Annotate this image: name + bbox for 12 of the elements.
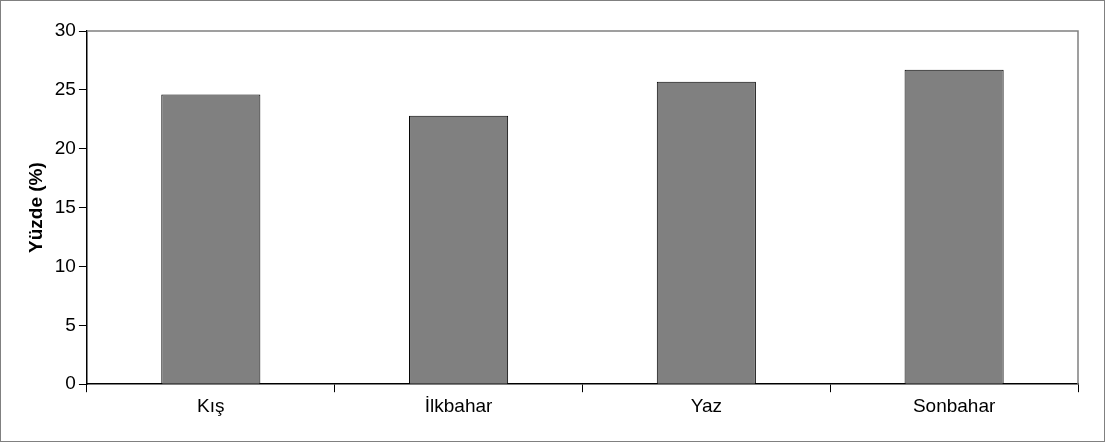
y-tick-label: 25 (54, 78, 76, 100)
y-tick-label: 10 (54, 254, 76, 276)
y-tick-label: 30 (54, 19, 76, 41)
y-tick-label: 15 (54, 195, 76, 217)
x-tick-label: Kış (197, 394, 225, 416)
y-axis-title: Yüzde (%) (24, 162, 46, 253)
x-tick-label: Yaz (690, 394, 723, 416)
y-tick-label: 5 (65, 313, 76, 335)
x-tick-label: İlkbahar (424, 394, 494, 416)
y-tick-label: 20 (54, 136, 76, 158)
x-tick-label: Sonbahar (912, 394, 996, 416)
y-tick-label: 0 (65, 372, 76, 394)
